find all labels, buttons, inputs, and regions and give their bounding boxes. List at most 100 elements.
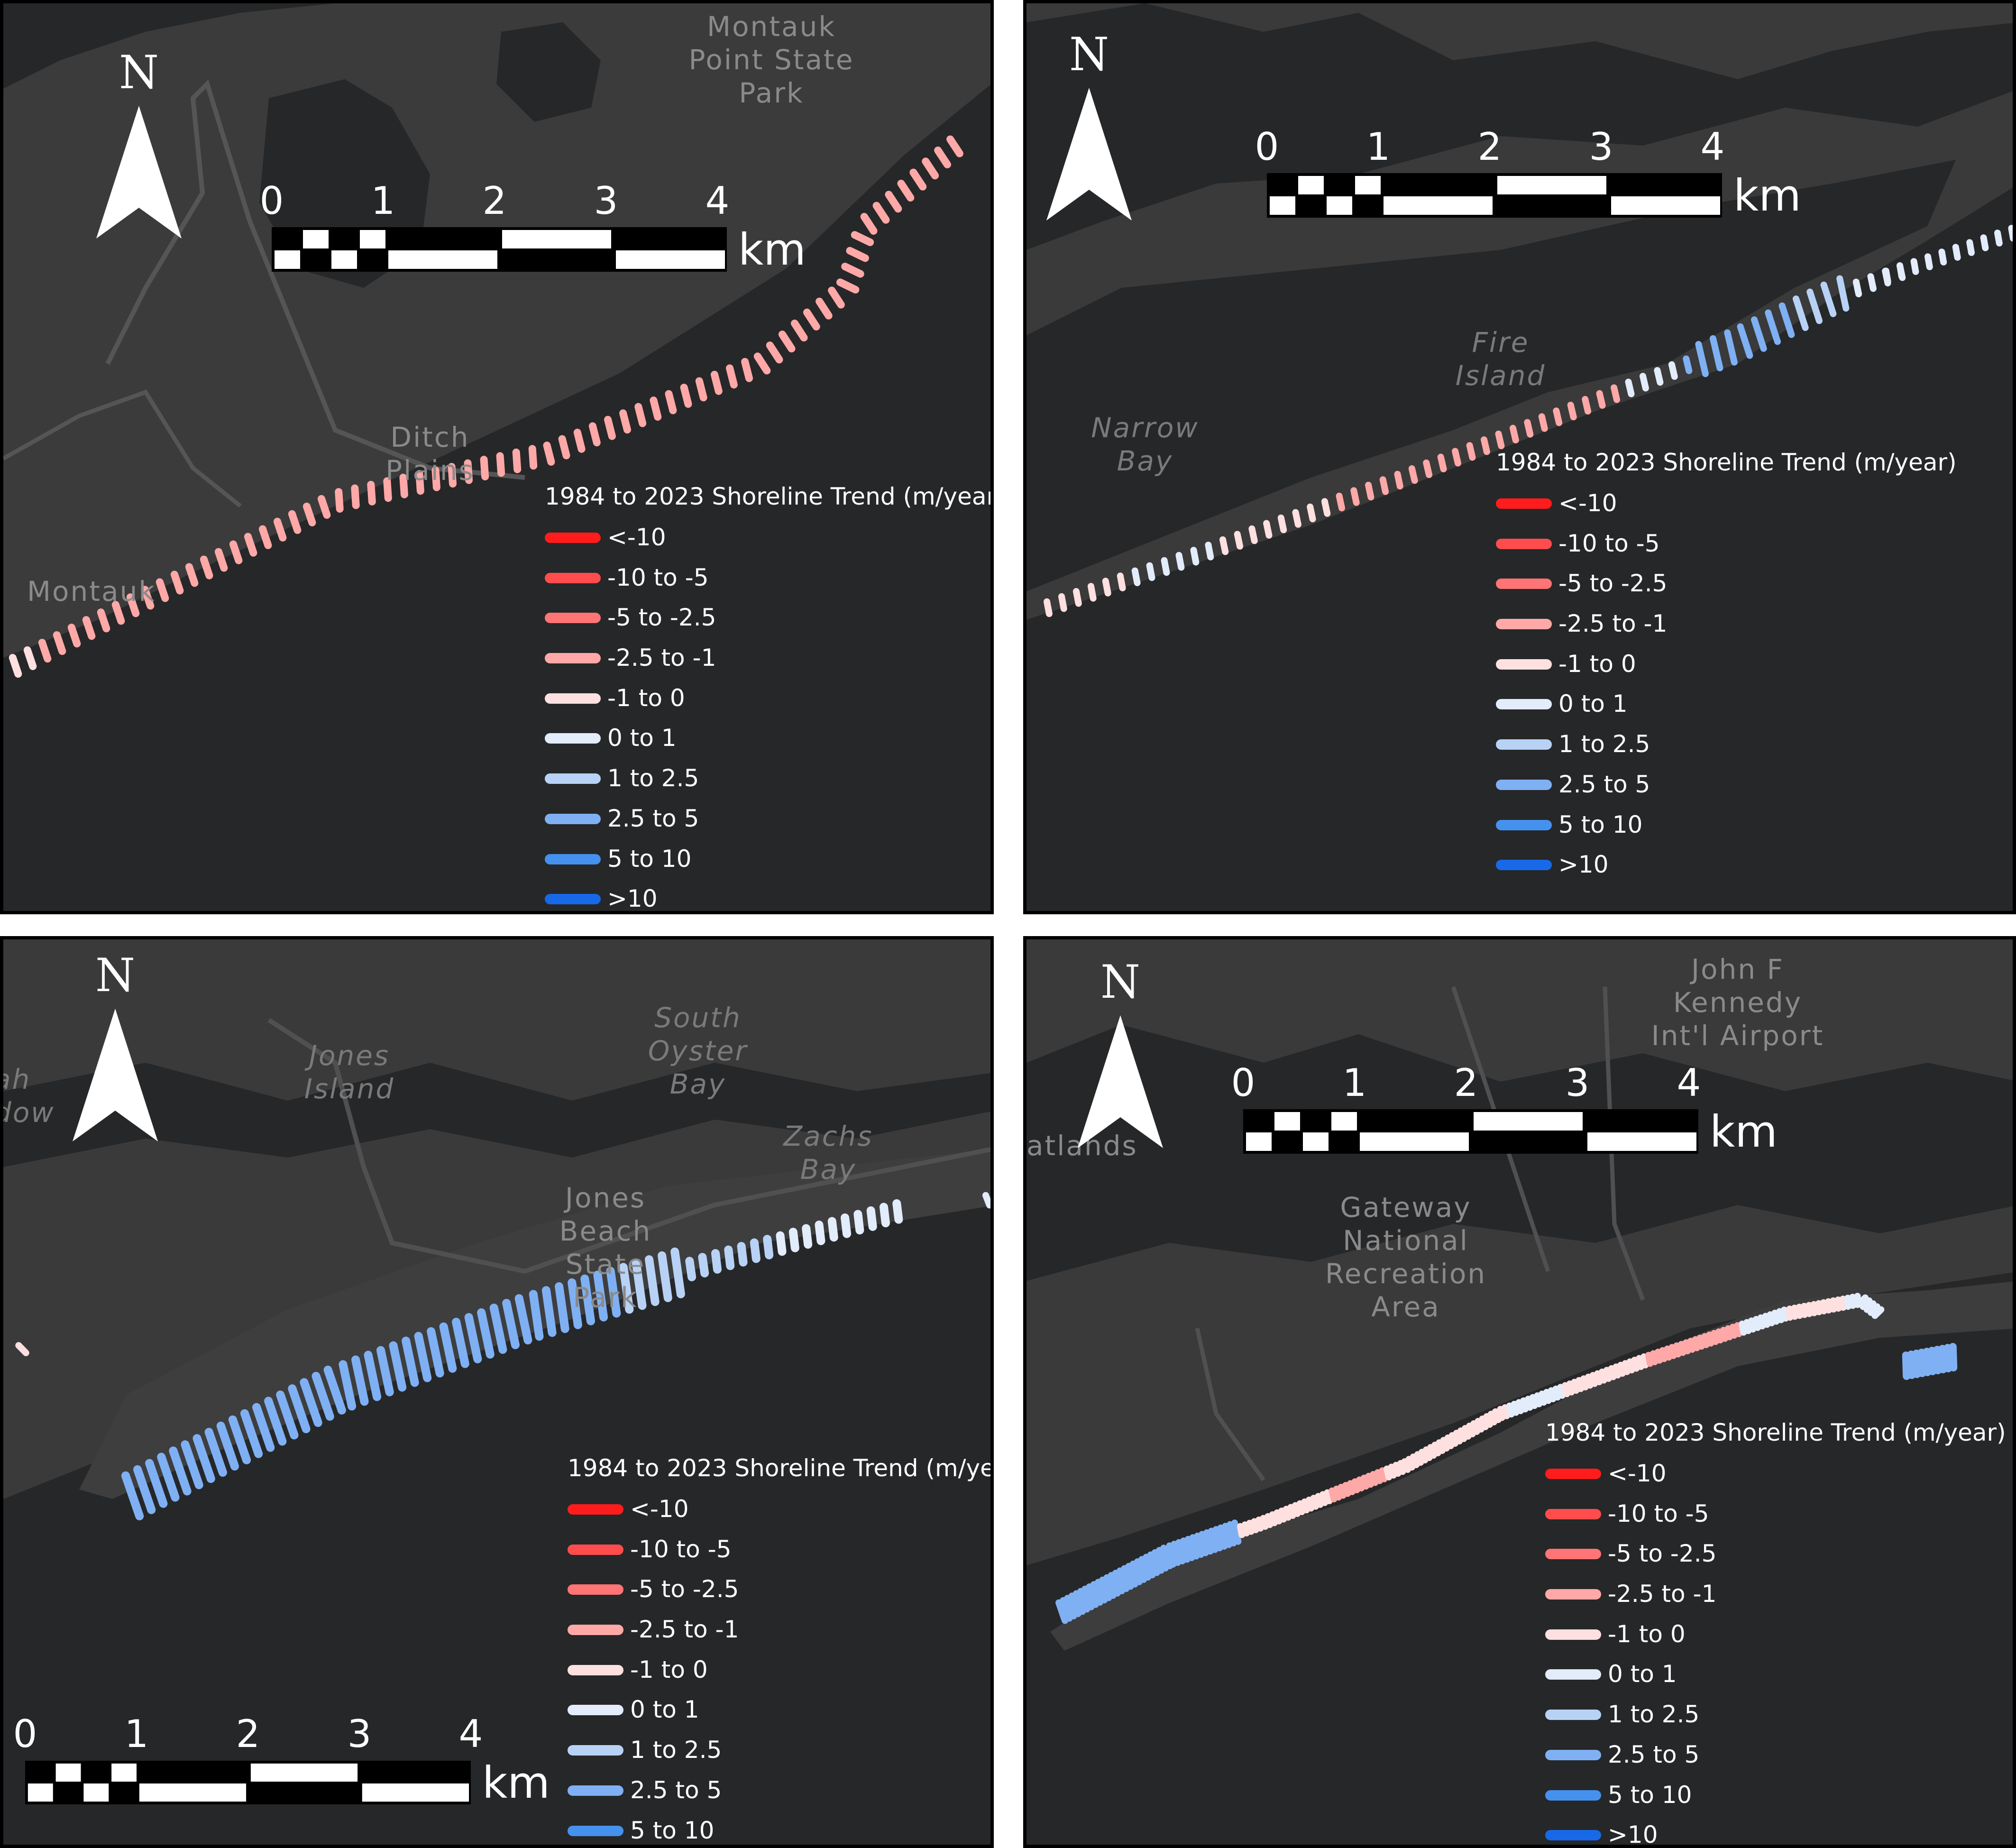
north-arrow-icon	[1078, 1015, 1163, 1148]
transect	[816, 297, 833, 320]
transect	[1251, 1518, 1259, 1534]
transect	[1762, 1313, 1770, 1328]
legend-item: -1 to 0	[1496, 646, 1989, 686]
legend-swatch	[1496, 619, 1552, 630]
map-panel-fire-island[interactable]: Fire Island Narrow Bay N 0 1 2 3 4 km 1984…	[1023, 0, 2016, 914]
place-label-line: Beach State	[559, 1215, 652, 1280]
transect	[1453, 1430, 1463, 1444]
map-panel-montauk[interactable]: Montauk Point State Park Ditch Plains Monta…	[0, 0, 994, 914]
transect	[909, 168, 927, 191]
legend-swatch	[1545, 1589, 1601, 1600]
transect	[402, 1336, 419, 1387]
transect	[15, 1342, 29, 1356]
transect	[1379, 1467, 1388, 1482]
transect	[1287, 1504, 1296, 1519]
transect	[776, 1231, 787, 1256]
transect	[1292, 1502, 1301, 1517]
transect	[502, 1299, 520, 1350]
place-label-line: Point State	[688, 44, 854, 76]
transect	[1058, 593, 1067, 612]
transect	[38, 639, 52, 663]
place-label-line: atlands	[1026, 1130, 1138, 1162]
transect	[1608, 1365, 1617, 1380]
transect	[593, 1270, 608, 1322]
transect	[1928, 1347, 1937, 1375]
transect	[240, 1409, 263, 1458]
transect	[1161, 557, 1170, 576]
transect	[229, 540, 243, 564]
transect	[1134, 1558, 1147, 1583]
transect	[53, 631, 66, 655]
transect	[1457, 1427, 1467, 1442]
transect	[1576, 1377, 1584, 1392]
transect	[1497, 1406, 1505, 1421]
scale-bar: 0 1 2 3 4 km	[260, 180, 806, 274]
transect	[111, 601, 125, 625]
transect	[1625, 378, 1635, 397]
transect	[1830, 1297, 1837, 1313]
transect	[1836, 275, 1850, 312]
legend-label: -5 to -2.5	[1608, 1540, 1717, 1568]
transect	[1397, 1460, 1406, 1475]
place-label-line: Kennedy	[1673, 986, 1803, 1019]
transect	[606, 1267, 621, 1318]
transect	[1394, 470, 1403, 490]
marsh-1	[1026, 3, 2013, 250]
transect	[788, 1228, 799, 1252]
legend-swatch	[568, 1584, 623, 1595]
transect	[1427, 1444, 1437, 1459]
scale-tick: 2	[236, 1712, 260, 1756]
transect	[1483, 1413, 1493, 1428]
place-label-line: Bay	[800, 1153, 857, 1186]
transect	[1617, 1361, 1626, 1377]
transect	[439, 1322, 457, 1373]
legend-label: -10 to -5	[1558, 529, 1660, 557]
transect	[1199, 1531, 1209, 1556]
scale-tick: 2	[1477, 125, 1502, 169]
transect	[1654, 367, 1664, 386]
map-panel-rockaway[interactable]: John F Kennedy Int'l Airport Gateway Nation…	[1023, 936, 2016, 1848]
transect	[1757, 1314, 1766, 1330]
legend-item: 5 to 10	[545, 841, 990, 881]
legend-title: 1984 to 2023 Shoreline Trend (m/year)	[568, 1454, 994, 1482]
legend-item: <-10	[545, 519, 990, 560]
transect	[1222, 1523, 1232, 1548]
scale-tick: 1	[1342, 1061, 1367, 1105]
transect	[1596, 390, 1606, 409]
place-label: Narrow Bay	[1074, 411, 1216, 478]
transect	[1650, 1350, 1659, 1365]
transect	[1129, 1560, 1143, 1585]
transect	[339, 1360, 357, 1411]
transect	[836, 278, 860, 294]
legend-item: 5 to 10	[1496, 807, 1989, 847]
transects-montauk	[9, 135, 963, 678]
transect	[737, 1242, 748, 1267]
transect	[1147, 1551, 1160, 1576]
transect	[658, 1251, 672, 1302]
transect	[1778, 302, 1795, 338]
legend: 1984 to 2023 Shoreline Trend (m/year) <-1…	[545, 482, 990, 911]
legend-label: 2.5 to 5	[1608, 1740, 1700, 1768]
transect	[1640, 1353, 1649, 1369]
transect	[1566, 1380, 1575, 1396]
transect	[1589, 1372, 1598, 1387]
scale-bar-graphic	[1243, 1109, 1698, 1154]
transect	[1278, 1508, 1287, 1523]
legend-swatch	[568, 1705, 623, 1716]
transect	[1720, 1327, 1728, 1342]
transect	[1557, 1384, 1566, 1399]
transect	[156, 578, 169, 602]
legend-swatch	[1496, 579, 1552, 589]
legend-item: 5 to 10	[568, 1812, 990, 1845]
legend-item: -2.5 to -1	[545, 640, 990, 680]
scale-tick: 0	[13, 1712, 37, 1756]
legend-swatch	[1496, 699, 1552, 710]
map-panel-jones-beach[interactable]: Jones Island South Oyster Bay Zachs Bay Jone…	[0, 936, 994, 1848]
transect	[317, 495, 331, 519]
transect	[1748, 1317, 1757, 1333]
legend-swatch	[1496, 779, 1552, 790]
legend-item: -5 to -2.5	[1496, 565, 1989, 606]
transect	[1086, 1583, 1099, 1608]
transect	[1212, 1526, 1223, 1552]
scale-tick: 3	[1565, 1061, 1590, 1105]
